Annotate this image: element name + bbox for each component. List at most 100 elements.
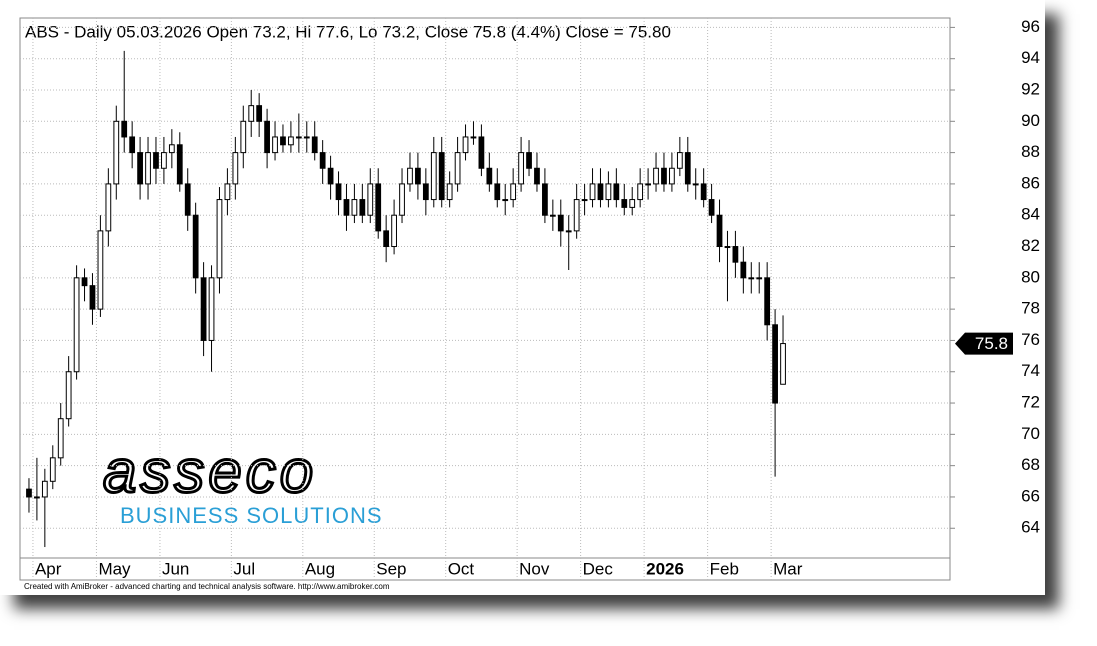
candle-body <box>105 183 112 232</box>
y-tick-label: 94 <box>1021 48 1040 67</box>
candle-body <box>216 199 223 279</box>
y-tick-label: 96 <box>1021 17 1040 36</box>
candle-body <box>327 167 334 185</box>
candle-body <box>192 214 199 279</box>
candle-body <box>573 199 580 232</box>
candle-body <box>780 343 786 385</box>
candle-body <box>661 167 667 185</box>
candle-body <box>200 277 207 341</box>
candle-body <box>462 136 469 154</box>
candle-body <box>319 152 326 169</box>
x-tick-label: Sep <box>376 559 406 578</box>
candle-body <box>375 183 382 232</box>
candle-body <box>716 214 723 248</box>
candle-body <box>383 230 390 248</box>
candle-body <box>168 144 175 154</box>
footer: Created with AmiBroker - advanced charti… <box>24 582 390 591</box>
candle-body <box>446 183 453 201</box>
candle-body <box>41 480 48 498</box>
candle-body <box>605 183 612 201</box>
price-marker <box>955 332 1013 355</box>
y-tick-label: 66 <box>1021 486 1040 505</box>
candle-body <box>240 120 247 154</box>
x-tick-label: Oct <box>448 559 475 578</box>
x-tick-label: May <box>98 559 131 578</box>
candle-body <box>343 199 350 216</box>
logo: asseco <box>103 438 317 505</box>
y-tick-label: 86 <box>1021 173 1040 192</box>
candle-body <box>391 214 397 248</box>
x-tick-label: Mar <box>773 559 803 578</box>
candle-body <box>407 167 413 185</box>
candle-body <box>248 105 255 122</box>
candle-body <box>772 324 778 404</box>
candle-body <box>621 199 628 208</box>
candle-body <box>97 230 104 310</box>
candle-body <box>748 277 755 280</box>
candle-body <box>65 371 72 420</box>
candle-body <box>653 167 659 185</box>
candle-body <box>478 136 485 169</box>
plot-border <box>19 17 951 581</box>
y-tick-label: 82 <box>1021 236 1040 255</box>
y-tick-label: 84 <box>1021 205 1040 224</box>
candle-body <box>676 152 683 169</box>
candle-body <box>184 183 191 216</box>
candle-body <box>256 105 263 122</box>
candle-body <box>486 167 493 185</box>
candle-body <box>454 152 461 185</box>
x-tick-label: Nov <box>519 559 550 578</box>
candle-body <box>145 152 151 185</box>
candle-body <box>351 199 358 216</box>
candle-body <box>335 183 342 201</box>
chart-frame <box>0 0 1045 595</box>
candle-body <box>518 152 524 185</box>
y-tick-label: 68 <box>1021 455 1040 474</box>
candle-body <box>542 183 548 216</box>
candle-body <box>764 277 771 326</box>
candle-body <box>113 120 120 185</box>
candle-body <box>311 136 318 154</box>
x-tick-label: Jun <box>162 559 189 578</box>
y-tick-label: 78 <box>1021 299 1040 318</box>
candle-body <box>288 136 294 146</box>
candle-body <box>645 183 651 186</box>
candle-body <box>49 457 56 482</box>
candle-body <box>153 152 159 169</box>
x-tick-label: 2026 <box>646 559 684 578</box>
y-tick-label: 74 <box>1021 361 1040 380</box>
candle-body <box>534 167 540 185</box>
candle-body <box>89 285 96 310</box>
candle-body <box>732 246 739 263</box>
y-tick-label: 64 <box>1021 518 1040 537</box>
candle-body <box>581 199 588 202</box>
y-tick-label: 80 <box>1021 267 1040 286</box>
y-tick-label: 90 <box>1021 111 1040 130</box>
x-tick-label: Aug <box>305 559 335 578</box>
candle-body <box>430 152 437 201</box>
candle-body <box>494 183 501 201</box>
candle-body <box>549 214 556 217</box>
y-tick-label: 70 <box>1021 424 1040 443</box>
candle-body <box>470 136 477 139</box>
candle-body <box>637 183 644 201</box>
x-tick-label: Dec <box>583 559 614 578</box>
candle-body <box>684 152 691 185</box>
candle-body <box>557 214 564 232</box>
y-tick-label: 76 <box>1021 330 1040 349</box>
candle-body <box>756 277 763 280</box>
candle-body <box>502 199 509 202</box>
price-marker-label: 75.8 <box>975 334 1008 353</box>
candle-body <box>415 167 421 185</box>
candle-body <box>510 183 517 201</box>
candle-body <box>669 167 675 185</box>
candle-body <box>161 152 167 169</box>
candle-body <box>629 199 636 208</box>
candle-body <box>57 418 64 459</box>
candle-body <box>399 183 405 216</box>
candle-body <box>34 496 40 499</box>
x-tick-label: Jul <box>233 559 255 578</box>
candle-body <box>73 277 80 373</box>
candle-body <box>176 144 183 185</box>
candle-body <box>26 488 32 498</box>
